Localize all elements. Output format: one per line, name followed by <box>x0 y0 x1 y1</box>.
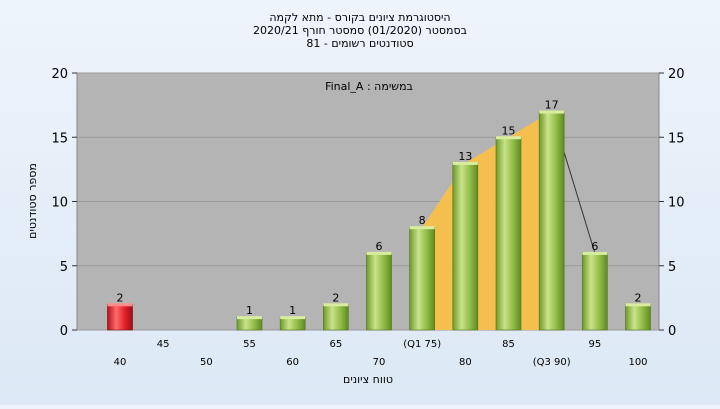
bar-cap <box>625 303 651 307</box>
x-tick-label: 50 <box>200 357 213 368</box>
x-axis-ticks: 40 45 50 55 60 65 70 (Q1 75) 80 85 (Q3 90) 95 100 <box>114 339 648 368</box>
y-axis-left-ticks: 0 5 10 15 20 <box>51 67 77 339</box>
bar-value-label: 2 <box>635 291 642 304</box>
bar-cap <box>323 303 349 307</box>
bar-cap <box>107 303 133 307</box>
y-tick-label: 15 <box>51 131 68 146</box>
y-tick-label: 0 <box>60 324 68 339</box>
bar-value-label: 1 <box>246 304 253 317</box>
x-tick-label: 100 <box>628 357 647 368</box>
y-tick-label: 0 <box>668 324 676 339</box>
bar-value-label: 15 <box>502 124 516 137</box>
bar <box>625 303 651 331</box>
bar-cap <box>452 161 478 165</box>
x-axis-label: טווח ציונים <box>343 373 393 386</box>
bar-value-label: 1 <box>289 304 296 317</box>
bar-value-label: 13 <box>458 150 472 163</box>
bar-value-label: 2 <box>117 291 124 304</box>
bar-cap <box>366 251 392 255</box>
y-tick-label: 5 <box>60 260 68 275</box>
x-tick-label: 80 <box>459 357 472 368</box>
x-tick-label: 95 <box>588 339 601 350</box>
y-axis-right-ticks: 0 5 10 15 20 <box>659 67 685 339</box>
y-tick-label: 10 <box>668 196 685 211</box>
bar-cap <box>496 136 521 140</box>
x-tick-label: 65 <box>329 339 342 350</box>
y-tick-label: 15 <box>668 131 685 146</box>
y-tick-label: 5 <box>668 260 676 275</box>
y-tick-label: 10 <box>51 196 68 211</box>
bar-value-label: 6 <box>376 240 383 253</box>
x-tick-label: 85 <box>502 339 515 350</box>
bar-value-label: 2 <box>332 291 339 304</box>
bar-value-label: 6 <box>591 240 598 253</box>
bar-cap <box>409 226 435 230</box>
x-tick-label: (Q3 90) <box>533 357 571 368</box>
bar <box>452 162 479 331</box>
bar-cap <box>582 251 608 255</box>
bars <box>107 110 651 331</box>
chart-title-line-1: היסטוגרמת ציונים בקורס - מתא לקמה <box>269 11 450 24</box>
bar <box>107 303 133 331</box>
bar <box>409 226 435 331</box>
bar <box>582 252 608 331</box>
value-labels: 2 1 1 2 6 8 13 15 17 6 2 <box>117 99 642 318</box>
x-tick-label: 70 <box>373 357 386 368</box>
x-tick-label: 55 <box>243 339 256 350</box>
x-tick-label: 60 <box>286 357 299 368</box>
chart-title-line-3: סטודנטים רשומים - 81 <box>306 37 413 50</box>
bar-value-label: 17 <box>545 99 559 112</box>
x-tick-label: 45 <box>157 339 170 350</box>
plot-annotation: במשימה : Final_A <box>325 80 413 93</box>
x-tick-label: (Q1 75) <box>403 339 441 350</box>
bar-cap <box>539 110 565 114</box>
bar <box>323 303 349 331</box>
y-tick-label: 20 <box>51 67 68 82</box>
bar <box>366 252 392 331</box>
y-tick-label: 20 <box>668 67 685 82</box>
bar-cap <box>237 316 262 320</box>
x-tick-label: 40 <box>114 357 127 368</box>
bar <box>538 111 565 331</box>
bar-cap <box>280 316 306 320</box>
bar-value-label: 8 <box>419 214 426 227</box>
y-axis-label: מספר סטודנטים <box>26 163 39 239</box>
bar <box>495 136 522 331</box>
chart-title-line-2: בסמסטר (01/2020) סמסטר חורף 2020/21 <box>253 24 467 37</box>
